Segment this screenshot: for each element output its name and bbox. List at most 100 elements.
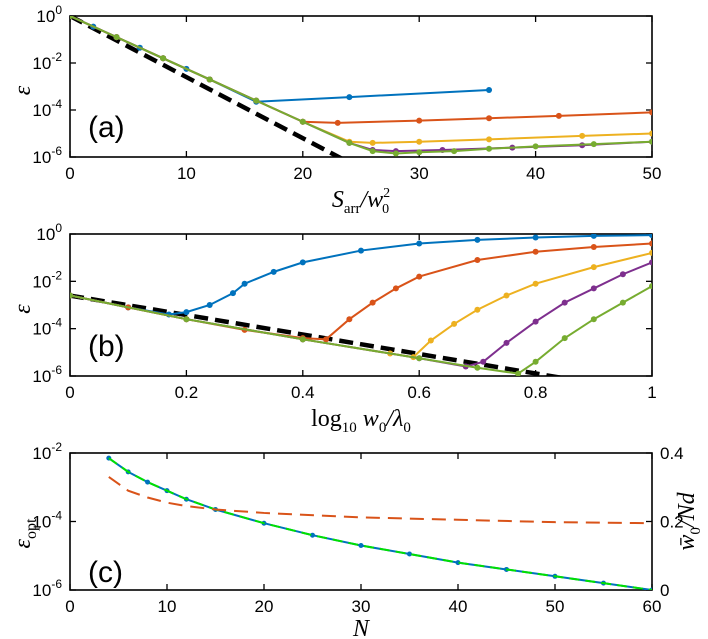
y-tick-label: 10-2 [32,440,62,463]
series-ε_opt [106,455,652,590]
data-point [451,148,458,155]
data-point [649,138,652,145]
y-axis-title: ε [10,304,36,314]
series-line [70,16,652,153]
x-tick-label: 0.6 [407,383,431,402]
data-point [474,236,481,243]
y-right-tick-label: 0.2 [660,513,684,532]
x-axis-title: Sarr/w2 0 [332,186,390,217]
data-point [369,299,376,306]
data-point [474,257,481,264]
x-tick-label: 20 [293,164,312,183]
data-point [416,355,423,362]
data-point [392,150,399,157]
data-point [407,551,412,557]
data-point [503,339,510,346]
y-tick-label: 10-6 [32,363,62,386]
y-right-tick-label: 0.4 [660,444,684,463]
panel-label: (b) [88,330,125,363]
x-axis-title: N [352,616,371,639]
data-point [416,240,423,247]
y-axis-title: ε [10,85,36,95]
data-point [358,247,364,254]
x-tick-label: 30 [352,597,371,616]
data-point [369,148,376,155]
data-point [532,318,539,325]
y-tick-label: 100 [36,221,62,244]
data-point [532,248,539,255]
data-point [346,316,353,323]
x-tick-label: 0.2 [175,383,199,402]
data-point [649,283,652,290]
plot-frame [69,15,653,158]
data-point [323,336,330,343]
data-point [532,358,539,365]
data-point [649,109,652,116]
data-point [451,320,458,327]
x-tick-label: 10 [177,164,196,183]
series-line [108,457,652,590]
data-point [416,149,423,156]
series-blue [70,16,493,105]
data-point [416,117,423,124]
series-line [70,16,652,144]
x-tick-label: 10 [158,597,177,616]
data-point [206,76,213,83]
series-purple [70,259,652,370]
x-tick-label: 0.8 [524,383,548,402]
data-point [392,285,399,292]
reference-dashed-line [70,293,565,376]
data-point [427,337,434,344]
y-tick-label: 10-4 [32,316,62,339]
series-line [70,261,652,368]
data-point [474,364,481,371]
panel-label: (c) [88,556,123,589]
data-point [455,560,461,566]
x-axis-title: log10 w0/λ0 [311,406,411,436]
y-tick-label: 10-6 [32,577,62,600]
data-point [532,234,539,241]
x-tick-label: 50 [643,164,662,183]
y-tick-label: 10-6 [32,144,62,167]
data-point [486,145,493,152]
panel-label: (a) [88,111,125,144]
x-tick-label: 0.4 [291,383,315,402]
data-point [649,259,652,266]
data-point [416,138,423,145]
series-red [70,240,652,343]
data-point [619,271,626,278]
y-tick-label: 10-2 [32,50,62,73]
data-point [515,370,522,376]
data-point [270,268,277,275]
data-point [649,240,652,247]
data-point [70,16,73,19]
data-point [113,34,120,41]
data-point [532,143,539,150]
y-right-tick-label: 0 [660,581,669,600]
data-point [480,358,487,365]
data-point [474,306,481,313]
data-point [532,280,539,287]
data-point [206,302,213,308]
data-point [555,112,562,119]
data-point [299,118,306,125]
data-point [299,336,306,343]
y-tick-label: 10-2 [32,268,62,291]
y-axis-title: εopt [10,518,40,548]
data-point [183,309,190,316]
data-point [346,139,353,146]
data-point [590,234,597,239]
series-w̄_0/Nd [108,476,652,525]
series-red [70,16,652,126]
data-point [561,299,568,306]
data-point [369,139,376,146]
data-point [416,273,423,280]
data-point [649,130,652,137]
series-fit [108,457,652,590]
data-point [229,290,236,297]
data-point [160,55,167,62]
data-point [183,316,190,323]
series-yellow [70,16,652,146]
